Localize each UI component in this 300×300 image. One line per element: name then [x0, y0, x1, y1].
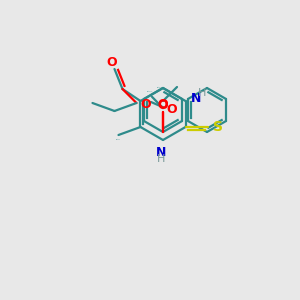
Text: O: O: [106, 56, 117, 70]
Text: O: O: [158, 98, 168, 112]
Text: N: N: [156, 146, 166, 159]
Text: O: O: [166, 103, 177, 116]
Text: O: O: [158, 99, 168, 112]
Text: H: H: [197, 88, 206, 98]
Text: H: H: [157, 154, 165, 164]
Text: methoxy: methoxy: [156, 87, 163, 88]
Text: methyl: methyl: [116, 139, 120, 140]
Text: N: N: [190, 92, 201, 106]
Text: methoxy: methoxy: [147, 91, 153, 92]
Text: O: O: [140, 98, 151, 112]
Text: S: S: [212, 120, 223, 134]
